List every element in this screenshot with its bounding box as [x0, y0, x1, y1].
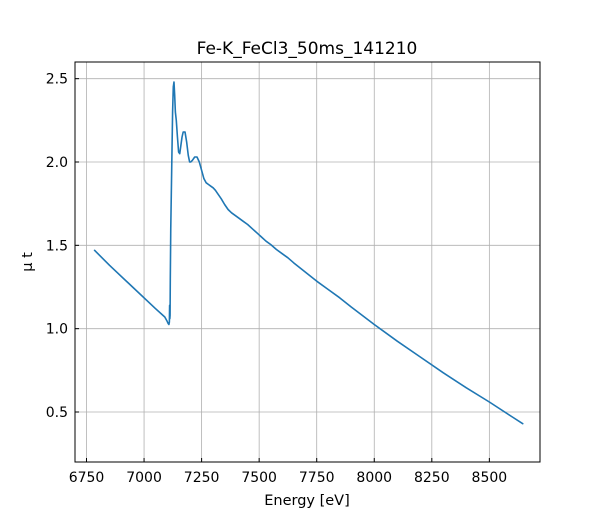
y-tick-label: 1.5 [46, 238, 68, 254]
y-tick-label: 0.5 [46, 405, 68, 421]
grid-lines [75, 62, 540, 462]
series-line-0 [93, 81, 524, 425]
y-tick-label: 2.0 [46, 155, 68, 171]
x-tick-label: 7250 [184, 470, 220, 486]
y-axis-label: μ t [20, 252, 36, 272]
x-tick-label: 7000 [126, 470, 162, 486]
plot-frame [74, 61, 541, 463]
x-tick-label: 8250 [414, 470, 450, 486]
x-tick-label: 6750 [69, 470, 105, 486]
series-layer [93, 81, 524, 425]
y-tick-label: 1.0 [46, 322, 68, 338]
chart-title: Fe-K_FeCl3_50ms_141210 [197, 39, 418, 59]
x-axis-label: Energy [eV] [264, 493, 350, 509]
x-tick-label: 7500 [241, 470, 277, 486]
y-tick-label: 2.5 [46, 72, 68, 88]
x-tick-label: 7750 [299, 470, 335, 486]
tick-marks [75, 78, 490, 462]
x-tick-label: 8500 [472, 470, 508, 486]
x-tick-label: 8000 [356, 470, 392, 486]
